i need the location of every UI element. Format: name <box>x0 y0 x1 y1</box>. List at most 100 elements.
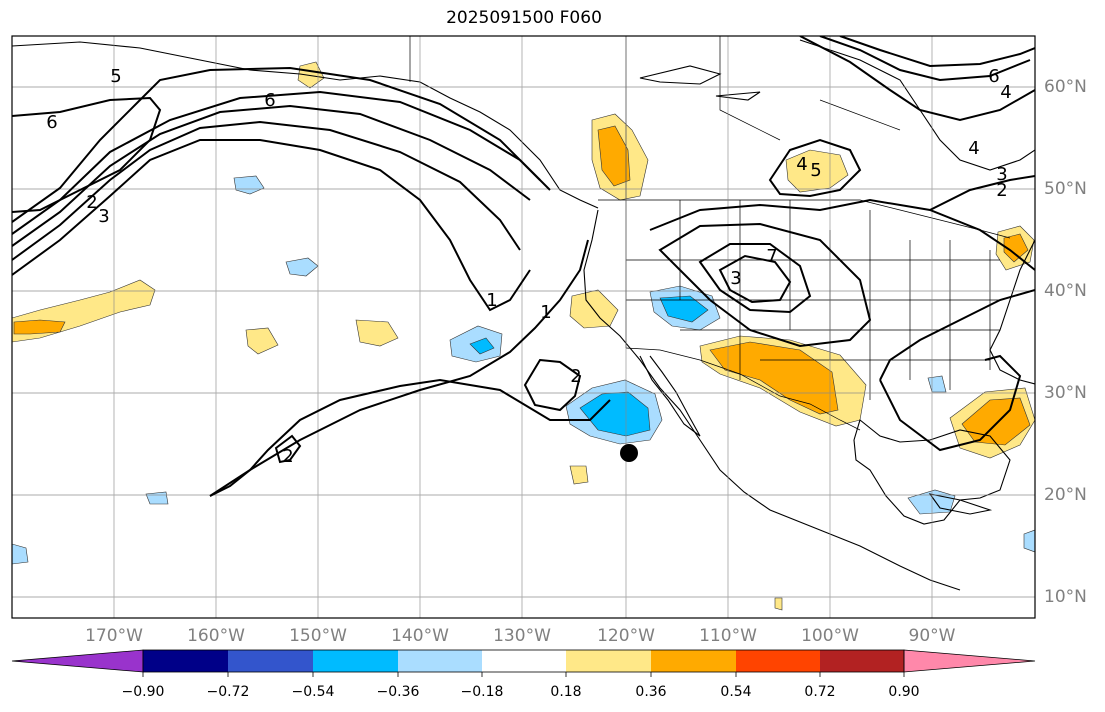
yellow-area-small-baja <box>569 465 589 485</box>
coast-alaska <box>12 41 599 209</box>
lat-label-50n: 50°N <box>1044 179 1087 199</box>
lon-label-170w: 170°W <box>85 626 143 646</box>
yellow-area-pacific-2 <box>355 319 399 347</box>
colorbar-tick-label: −0.36 <box>376 684 420 700</box>
yellow-area-tiny <box>774 597 783 611</box>
contour-lines <box>12 36 1035 497</box>
lightblue-area-left-edge <box>12 543 29 565</box>
contour-label: 6 <box>988 66 999 87</box>
yellow-area-pacific-small <box>245 327 279 355</box>
contour-label: 5 <box>110 66 121 87</box>
orange-area-greatlakes <box>1003 233 1029 263</box>
lat-label-40n: 40°N <box>1044 281 1087 301</box>
colorbar-tick-label: −0.90 <box>121 684 165 700</box>
yellow-area-california <box>569 289 619 329</box>
contour-label: 2 <box>86 192 97 213</box>
colorbar-tick-label: −0.18 <box>460 684 504 700</box>
colorbar-segment <box>820 650 904 672</box>
contour-label: 3 <box>730 268 741 289</box>
contour-4-north <box>768 138 862 198</box>
colorbar-tick-label: −0.54 <box>291 684 335 700</box>
lat-label-30n: 30°N <box>1044 383 1087 403</box>
contour-label: 3 <box>98 206 109 227</box>
lon-label-110w: 110°W <box>699 626 757 646</box>
colorbar-segment <box>651 650 736 672</box>
lon-label-100w: 100°W <box>801 626 859 646</box>
lightblue-area-hawaii <box>145 491 169 505</box>
colorbar-segment <box>398 650 482 672</box>
contour-3-continent <box>658 222 872 348</box>
coast-hudson <box>799 39 1035 171</box>
colorbar-tick-label: 0.90 <box>888 684 920 700</box>
black-dot-marker <box>620 444 638 462</box>
orange-area-canada <box>597 125 631 187</box>
colorbar-tick-label: 0.36 <box>635 684 667 700</box>
contour-label: 7 <box>766 246 777 267</box>
contour-1-loop <box>12 139 531 312</box>
lightblue-area-pacific-2 <box>285 257 319 277</box>
colorbar-tick-label: 0.18 <box>550 684 582 700</box>
colorbar-tick-label: 0.72 <box>804 684 836 700</box>
lightblue-area-gulf <box>927 375 947 393</box>
contour-label: 4 <box>796 154 807 175</box>
lightblue-area-pacific-1 <box>233 175 265 195</box>
border-us-mexico <box>625 347 861 431</box>
lon-label-150w: 150°W <box>289 626 347 646</box>
lightblue-area-right-edge <box>1023 529 1035 553</box>
lon-label-120w: 120°W <box>597 626 655 646</box>
lat-label-10n: 10°N <box>1044 587 1087 607</box>
coast-baja <box>639 355 701 437</box>
colorbar-tick-label: 0.54 <box>720 684 752 700</box>
coast-west <box>583 209 961 591</box>
contour-2-pacific-ring <box>523 358 582 412</box>
contour-label: 4 <box>968 138 979 159</box>
contour-label: 1 <box>540 302 551 323</box>
contour-label: 2 <box>282 446 293 467</box>
contour-5-continent <box>698 243 812 314</box>
contour-2-small <box>274 434 302 464</box>
colorbar-tick-label: −0.72 <box>206 684 250 700</box>
contour-label-group: 5 6 6 2 3 1 1 2 2 5 4 7 3 6 4 4 3 2 <box>46 66 1011 467</box>
border-states-2 <box>626 259 1000 361</box>
coast-island-1 <box>715 91 761 101</box>
blue-area-pacific-3 <box>469 337 495 355</box>
yellow-area-dakota <box>785 149 849 193</box>
colorbar-segment <box>228 650 313 672</box>
colorbar-extend-left <box>11 649 144 673</box>
contour-label: 5 <box>810 160 821 181</box>
contour-5-west <box>12 66 541 223</box>
lat-label-20n: 20°N <box>1044 485 1087 505</box>
colorbar-segment <box>566 650 651 672</box>
contour-label: 3 <box>996 164 1007 185</box>
contour-5-northeast <box>799 36 1035 122</box>
contour-label: 4 <box>1000 82 1011 103</box>
contour-label: 1 <box>486 290 497 311</box>
contour-4-northeast <box>839 36 1035 68</box>
blue-area-baja <box>579 391 651 437</box>
contour-1-continent <box>649 198 1035 271</box>
contour-2-east <box>879 289 1035 381</box>
coastlines <box>12 39 1035 591</box>
orange-area-tropics-west <box>13 319 66 335</box>
contour-label: 6 <box>264 90 275 111</box>
contour-label: 6 <box>46 112 57 133</box>
contour-7-continent <box>718 254 792 304</box>
colorbar-frame <box>142 649 905 673</box>
map-title: 2025091500 F060 <box>446 8 602 28</box>
colorbar-segment <box>313 650 398 672</box>
yellow-area-alaska <box>297 61 325 89</box>
map-frame <box>11 35 1036 619</box>
colorbar-segment <box>736 650 820 672</box>
contour-3-east <box>929 175 1035 211</box>
lat-label-60n: 60°N <box>1044 77 1087 97</box>
contour-1-pacific <box>209 239 589 497</box>
contour-4-west <box>12 90 551 235</box>
contour-2-south <box>209 378 611 497</box>
blue-area-nevada <box>659 295 709 323</box>
colorbar-segment <box>143 650 228 672</box>
lon-label-140w: 140°W <box>391 626 449 646</box>
lon-label-160w: 160°W <box>187 626 245 646</box>
coast-cuba <box>928 493 993 515</box>
contour-3-west <box>12 104 531 247</box>
